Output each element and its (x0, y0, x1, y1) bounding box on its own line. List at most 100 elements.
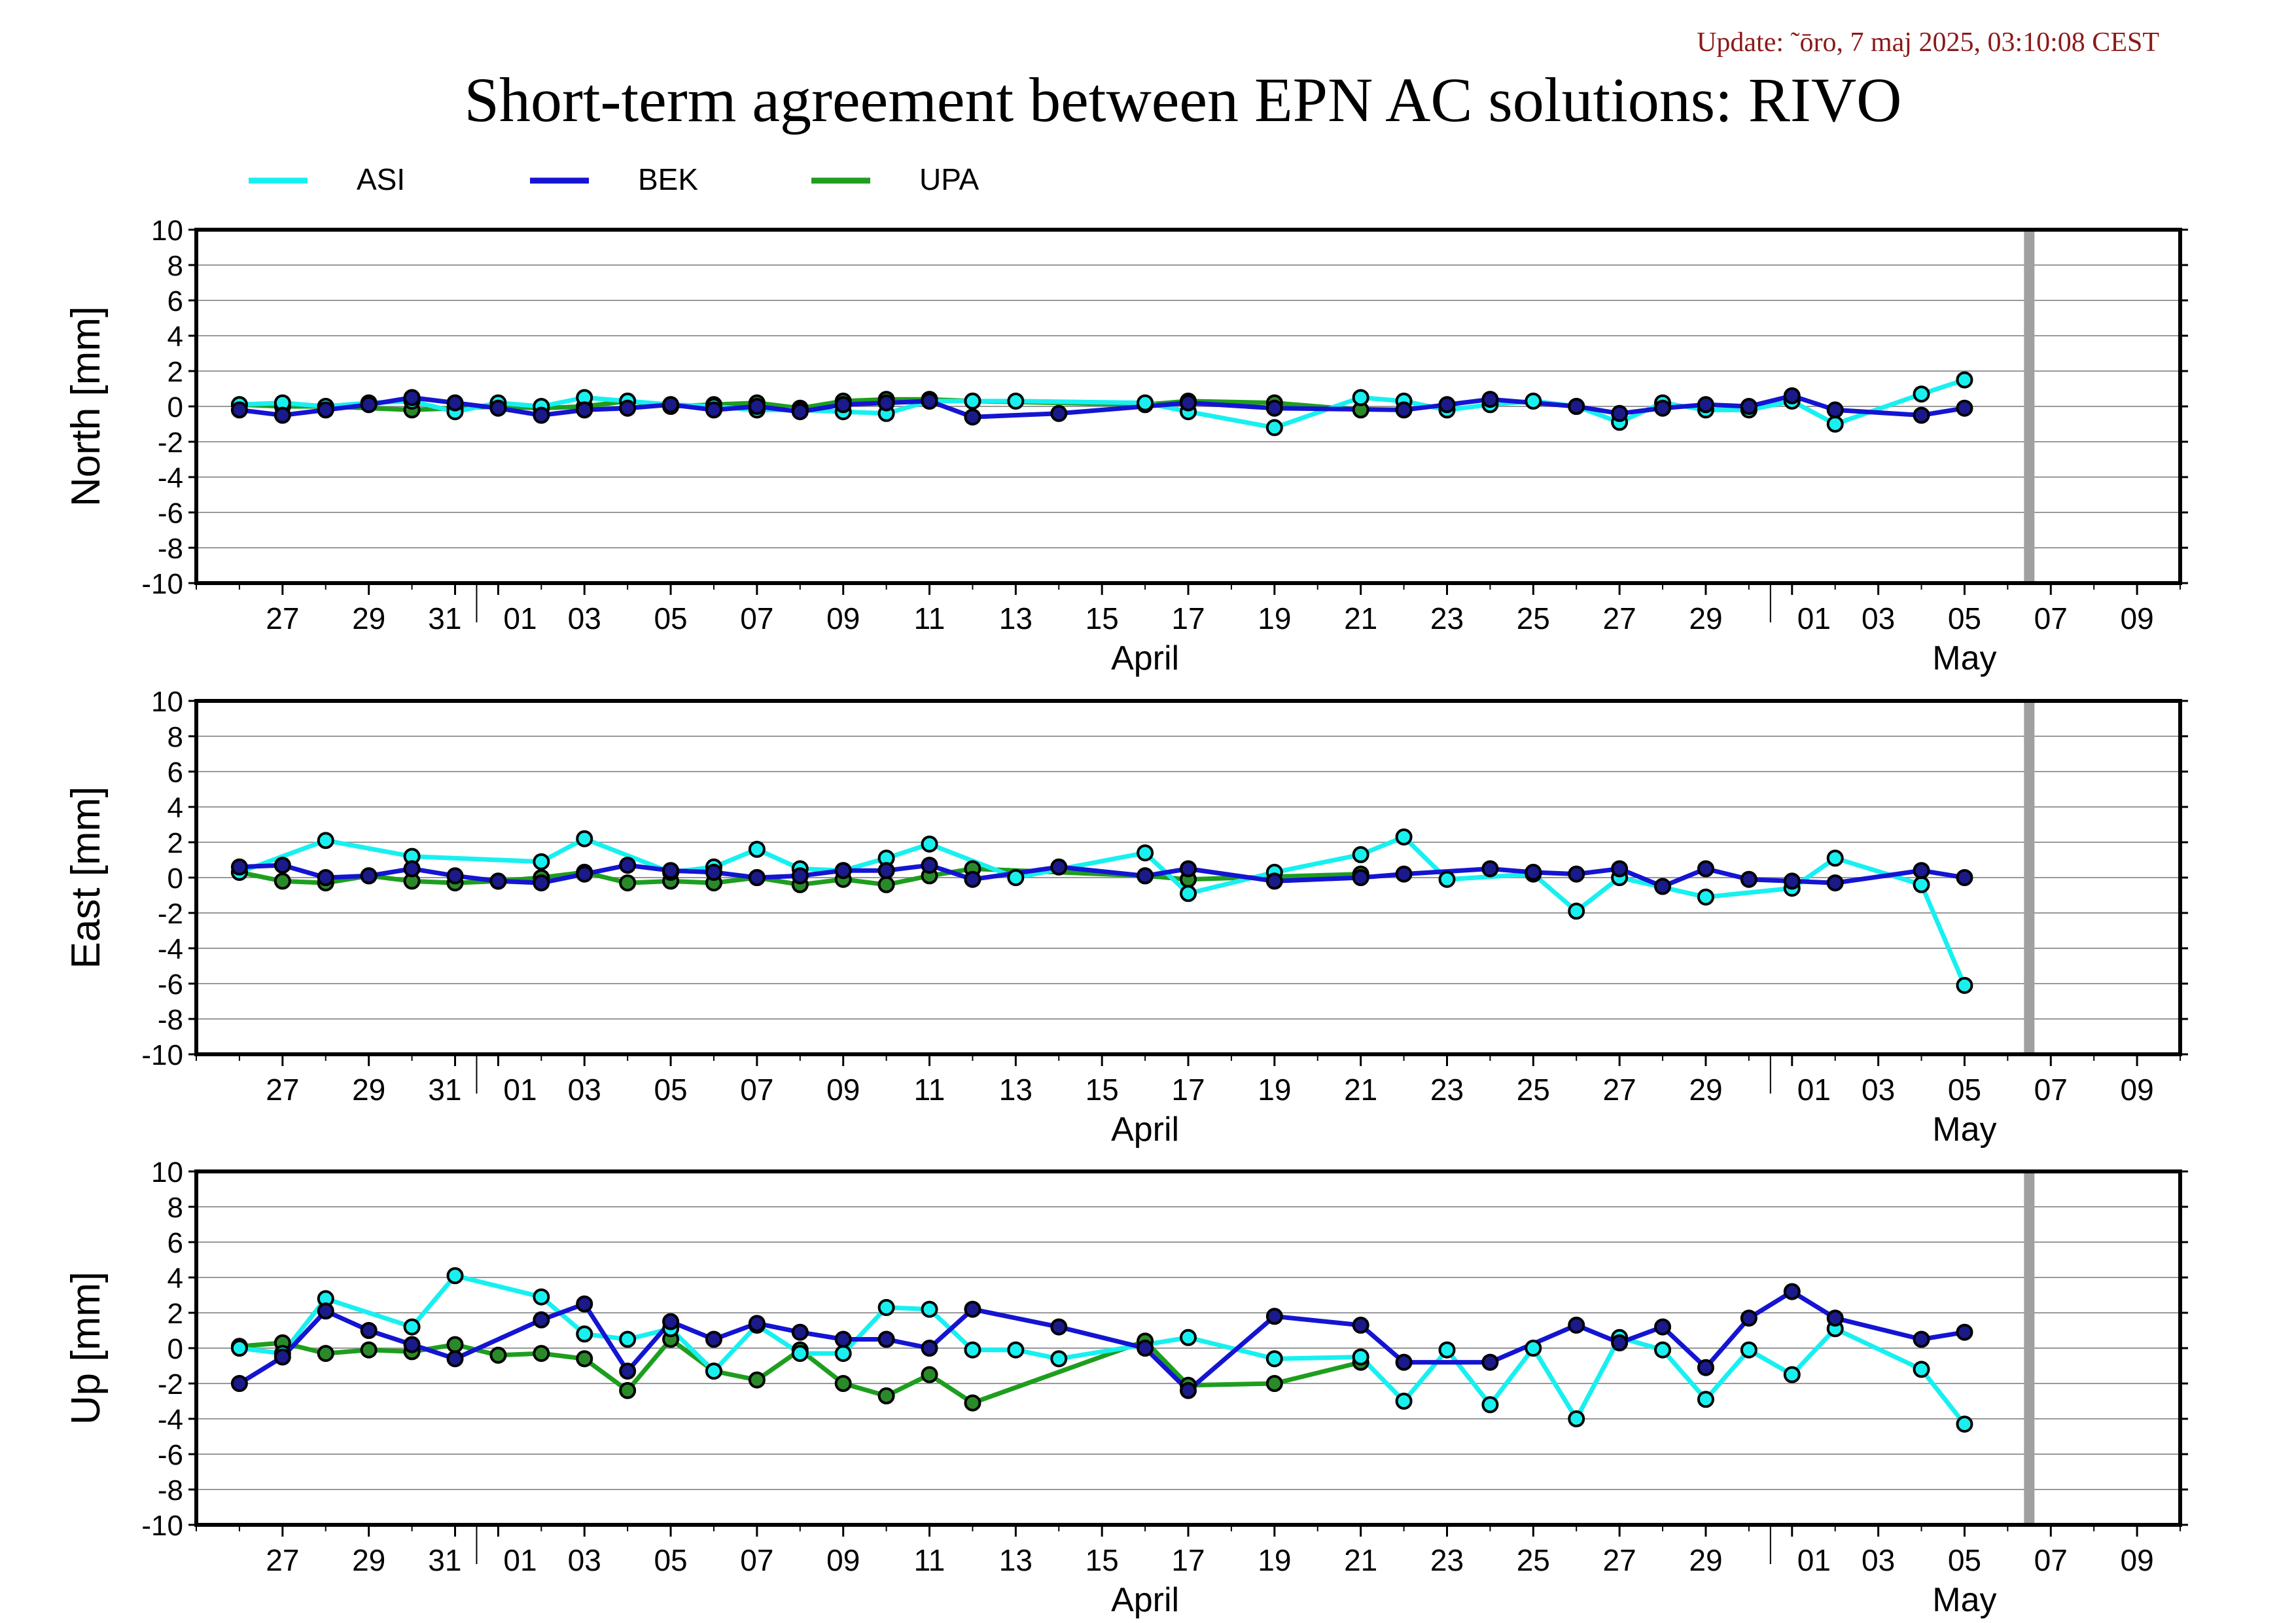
y-tick-label: 8 (168, 1192, 183, 1224)
data-point-asi (1568, 1410, 1585, 1427)
data-point-bek (1826, 874, 1844, 892)
panel-up: 10 864 20-2 -4-6-8-10 27 29 31 01 03 05 07 09 11 13 15… (63, 1156, 2188, 1619)
month-label-april: April (1111, 639, 1179, 677)
x-tick-label: 03 (568, 1073, 601, 1107)
plot-frame (194, 699, 2182, 1056)
x-tick-label: 13 (999, 1543, 1033, 1577)
data-point-asi (1654, 1341, 1672, 1359)
x-tick-label: 01 (503, 1543, 537, 1577)
data-point-bek (1913, 862, 1930, 880)
data-point-bek (705, 401, 722, 419)
data-point-bek (1180, 860, 1197, 878)
data-point-bek (964, 870, 981, 888)
data-point-asi (1137, 394, 1154, 412)
data-point-bek (533, 1311, 550, 1329)
data-point-asi (791, 1345, 809, 1363)
x-tick-label: 31 (428, 601, 461, 635)
x-tick-label: 07 (740, 601, 773, 635)
data-point-asi (1438, 1341, 1456, 1359)
x-tick-label: 19 (1258, 1073, 1291, 1107)
y-tick-label: 6 (168, 285, 183, 317)
data-point-upa (446, 1336, 464, 1353)
data-point-asi (1007, 1341, 1025, 1359)
data-point-upa (1265, 1375, 1283, 1392)
x-tick-label: 09 (826, 1073, 860, 1107)
plot-frame (194, 1169, 2182, 1527)
y-tick-label: -4 (158, 462, 183, 494)
data-point-asi (1826, 849, 1844, 867)
data-point-bek (1654, 399, 1672, 417)
x-tick-label: 11 (914, 601, 945, 635)
x-tick-label: 23 (1430, 1543, 1464, 1577)
data-point-asi (1826, 416, 1844, 433)
data-point-bek (1265, 1308, 1283, 1325)
data-point-asi (533, 1288, 550, 1306)
data-point-bek (1395, 1353, 1413, 1371)
data-point-bek (1525, 863, 1542, 881)
data-point-bek (1826, 401, 1844, 419)
data-point-bek (964, 408, 981, 426)
data-point-bek (1783, 872, 1801, 890)
data-point-upa (533, 1345, 550, 1363)
x-tick-label: 29 (1689, 1543, 1722, 1577)
today-marker (2024, 1171, 2035, 1525)
data-point-bek (1395, 865, 1413, 883)
data-point-bek (1611, 404, 1629, 422)
x-tick-label: 17 (1171, 1073, 1205, 1107)
data-point-asi (748, 840, 766, 858)
x-tick-label: 03 (568, 601, 601, 635)
plot-frame (194, 228, 2182, 585)
x-tick-label: 05 (654, 1543, 687, 1577)
y-tick-label: -10 (141, 568, 183, 600)
legend: ASI BEK UPA (249, 162, 979, 196)
data-point-asi (576, 830, 593, 847)
data-point-asi (921, 1300, 938, 1318)
data-point-bek (317, 869, 334, 886)
data-point-asi (834, 1345, 852, 1363)
data-point-bek (274, 1348, 291, 1366)
data-point-bek (705, 863, 722, 881)
data-point-bek (662, 862, 680, 880)
y-tick-label: -4 (158, 933, 183, 965)
data-point-bek (1956, 1323, 1973, 1341)
data-point-asi (1913, 385, 1930, 403)
data-point-asi (1956, 371, 1973, 389)
x-tick-label: 13 (999, 601, 1033, 635)
x-tick-label: 15 (1086, 601, 1119, 635)
y-axis-label: East [mm] (63, 786, 109, 969)
data-point-asi (1697, 1391, 1714, 1408)
data-point-upa (964, 1394, 981, 1412)
data-point-bek (1265, 872, 1283, 890)
data-point-asi (1352, 1348, 1369, 1366)
x-tick-label: 27 (1603, 601, 1636, 635)
data-point-asi (1438, 870, 1456, 888)
data-point-bek (489, 872, 507, 890)
panel-east: 108 642 0-2-4 -6-8-10 27 29 31 01 03 05 07 09 11 13 15… (63, 686, 2188, 1149)
data-point-asi (1568, 902, 1585, 920)
data-point-bek (274, 406, 291, 424)
x-tick-label: 21 (1344, 1543, 1377, 1577)
legend-label-bek: BEK (638, 162, 698, 196)
x-tick-label: 01 (1797, 601, 1831, 635)
x-tick-label: 01 (1797, 1543, 1831, 1577)
x-tick-label: 05 (1948, 1543, 1981, 1577)
x-tick-label: 11 (914, 1543, 945, 1577)
data-point-asi (1913, 1361, 1930, 1378)
data-point-bek (1352, 869, 1369, 886)
y-tick-label: 6 (168, 1227, 183, 1259)
x-tick-label: 01 (1797, 1073, 1831, 1107)
data-point-bek (1352, 1316, 1369, 1334)
data-point-bek (1783, 387, 1801, 404)
data-point-asi (576, 1325, 593, 1343)
data-point-upa (317, 1345, 334, 1363)
y-tick-label: 2 (168, 1298, 183, 1330)
x-tick-label: 17 (1171, 601, 1205, 635)
x-tick-label: 15 (1086, 1073, 1119, 1107)
series-line-asi (239, 1273, 1967, 1426)
y-tick-label: -10 (141, 1039, 183, 1071)
data-point-asi (446, 1267, 464, 1285)
data-point-bek (1395, 401, 1413, 419)
y-tick-label: 10 (151, 1156, 183, 1188)
x-tick-label: 29 (352, 1073, 385, 1107)
